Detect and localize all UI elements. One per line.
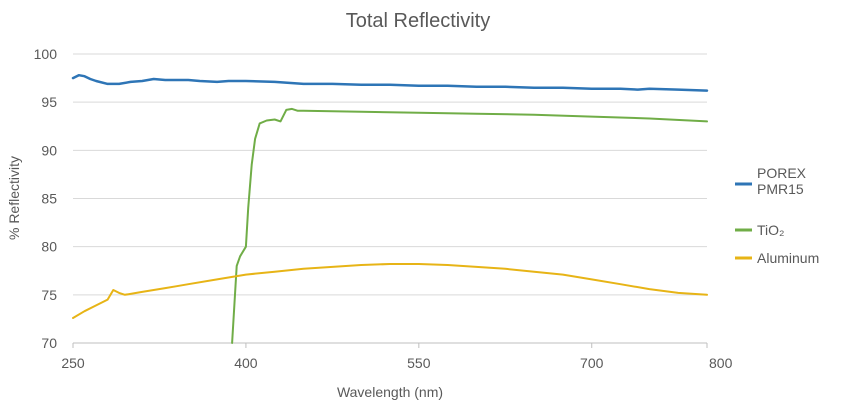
y-tick-labels: 70 75 80 85 90 95 100 [34,46,58,351]
series-lines [71,73,709,344]
y-tick-label: 75 [41,287,57,303]
y-tick-label: 95 [41,94,57,110]
legend-label: POREX PMR15 [757,165,807,197]
x-tick-labels: 250 400 550 700 800 [61,355,732,371]
y-tick-label: 70 [41,335,57,351]
x-tick-label: 800 [709,355,733,371]
series-line-0 [71,73,709,92]
axes [72,342,708,348]
x-tick-label: 400 [234,355,258,371]
x-tick-label: 550 [407,355,431,371]
gridlines [73,53,707,344]
y-axis-label: % Reflectivity [6,156,22,240]
legend: POREX PMR15 TiO₂ Aluminum [735,165,819,266]
y-tick-label: 100 [34,46,58,62]
y-tick-label: 85 [41,191,57,207]
series-line-1 [231,107,708,344]
y-tick-label: 80 [41,239,57,255]
series-line-2 [72,263,708,319]
x-tick-label: 250 [61,355,85,371]
chart-title: Total Reflectivity [346,10,491,32]
x-axis-label: Wavelength (nm) [337,384,443,400]
x-tick-label: 700 [580,355,604,371]
legend-label: TiO₂ [757,222,784,238]
legend-label: Aluminum [757,250,819,266]
y-tick-label: 90 [41,142,57,158]
